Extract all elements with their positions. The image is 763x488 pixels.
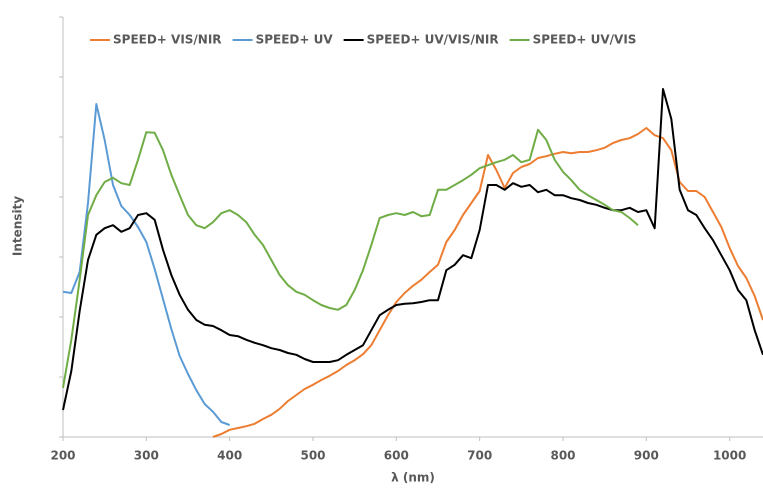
x-tick-label: 200 bbox=[50, 449, 75, 463]
x-axis-title: λ (nm) bbox=[391, 471, 435, 485]
series-line bbox=[62, 128, 639, 388]
legend-label: SPEED+ UV/VIS bbox=[533, 33, 637, 47]
series-line bbox=[62, 103, 231, 426]
x-tick-label: 600 bbox=[384, 449, 409, 463]
y-axis-title: Intensity bbox=[11, 196, 25, 256]
x-tick-label: 500 bbox=[300, 449, 325, 463]
x-tick-label: 900 bbox=[634, 449, 659, 463]
legend-label: SPEED+ VIS/NIR bbox=[113, 33, 222, 47]
x-tick-label: 800 bbox=[550, 449, 575, 463]
series-line bbox=[212, 127, 763, 438]
series-line bbox=[62, 88, 763, 411]
x-tick-label: 700 bbox=[467, 449, 492, 463]
legend-label: SPEED+ UV/VIS/NIR bbox=[367, 33, 499, 47]
x-tick-label: 400 bbox=[217, 449, 242, 463]
legend-label: SPEED+ UV bbox=[256, 33, 334, 47]
x-tick-label: 1000 bbox=[713, 449, 746, 463]
x-tick-label: 300 bbox=[134, 449, 159, 463]
